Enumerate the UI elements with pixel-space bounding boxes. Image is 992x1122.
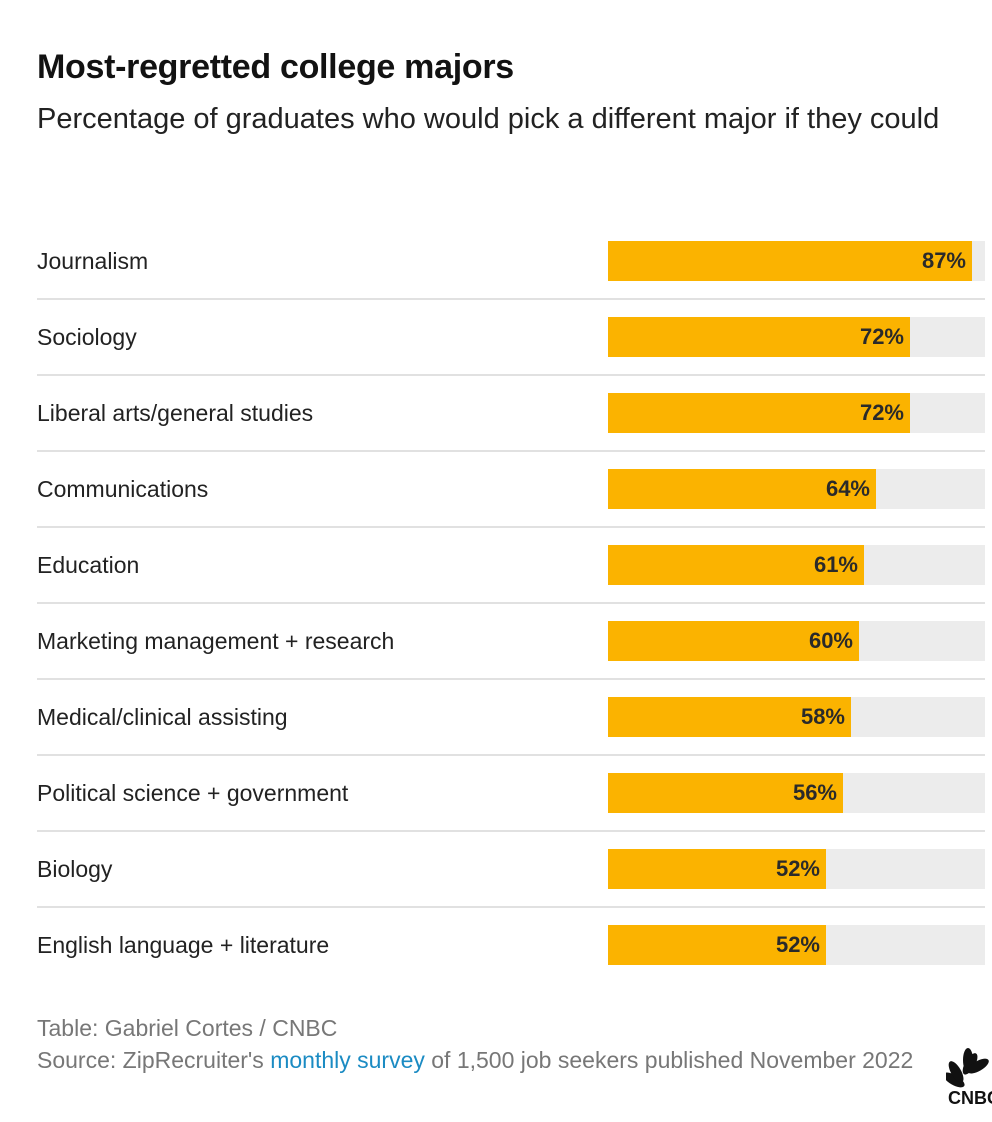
bar: 72%	[608, 393, 910, 433]
bar: 72%	[608, 317, 910, 357]
source-prefix: Source: ZipRecruiter's	[37, 1047, 271, 1073]
chart-subtitle: Percentage of graduates who would pick a…	[37, 103, 940, 135]
source-link[interactable]: monthly survey	[270, 1047, 425, 1073]
bar: 60%	[608, 621, 859, 661]
logo-text: CNBC	[948, 1088, 992, 1106]
chart-row: Medical/clinical assisting 58%	[37, 680, 985, 756]
value-label: 72%	[859, 400, 904, 425]
bar-track: 72%	[608, 317, 985, 357]
value-label: 60%	[808, 628, 853, 653]
bar-track: 58%	[608, 697, 985, 737]
category-label: English language + literature	[37, 932, 330, 958]
value-label: 52%	[775, 856, 820, 881]
bar: 56%	[608, 773, 843, 813]
category-label: Sociology	[37, 324, 137, 350]
bar-track: 72%	[608, 393, 985, 433]
bar-track: 61%	[608, 545, 985, 585]
chart-title: Most-regretted college majors	[37, 48, 514, 86]
credit-line: Table: Gabriel Cortes / CNBC	[37, 1015, 338, 1041]
category-label: Marketing management + research	[37, 628, 395, 654]
bar: 64%	[608, 469, 876, 509]
bar-track: 56%	[608, 773, 985, 813]
source-suffix: of 1,500 job seekers published November …	[424, 1047, 914, 1073]
bar: 61%	[608, 545, 864, 585]
bar: 58%	[608, 697, 851, 737]
value-label: 56%	[792, 780, 837, 805]
bar-track: 87%	[608, 241, 985, 281]
chart-row: Sociology 72%	[37, 300, 985, 376]
chart-row: Political science + government 56%	[37, 756, 985, 832]
chart-row: English language + literature 52%	[37, 908, 985, 982]
bar: 87%	[608, 241, 972, 281]
category-label: Journalism	[37, 248, 149, 274]
value-label: 64%	[825, 476, 870, 501]
category-label: Education	[37, 552, 140, 578]
bar-track: 52%	[608, 925, 985, 965]
cnbc-logo: CNBC	[946, 1046, 992, 1106]
chart-row: Journalism 87%	[37, 224, 985, 300]
category-label: Medical/clinical assisting	[37, 704, 288, 730]
peacock-icon: CNBC	[946, 1048, 992, 1106]
value-label: 87%	[921, 248, 966, 273]
category-label: Communications	[37, 476, 209, 502]
chart-footer: Table: Gabriel Cortes / CNBC Source: Zip…	[37, 1012, 957, 1076]
source-line: Source: ZipRecruiter's monthly survey of…	[37, 1044, 957, 1076]
chart-row: Education 61%	[37, 528, 985, 604]
bar: 52%	[608, 849, 826, 889]
value-label: 61%	[813, 552, 858, 577]
value-label: 52%	[775, 932, 820, 957]
category-label: Biology	[37, 856, 113, 882]
bar-chart: Journalism 87% Sociology 72% Liberal arts/ge…	[37, 224, 985, 982]
chart-row: Liberal arts/general studies 72%	[37, 376, 985, 452]
value-label: 72%	[859, 324, 904, 349]
chart-row: Communications 64%	[37, 452, 985, 528]
chart-row: Marketing management + research 60%	[37, 604, 985, 680]
bar: 52%	[608, 925, 826, 965]
bar-track: 52%	[608, 849, 985, 889]
category-label: Liberal arts/general studies	[37, 400, 314, 426]
category-label: Political science + government	[37, 780, 349, 806]
value-label: 58%	[800, 704, 845, 729]
bar-track: 60%	[608, 621, 985, 661]
bar-track: 64%	[608, 469, 985, 509]
chart-row: Biology 52%	[37, 832, 985, 908]
